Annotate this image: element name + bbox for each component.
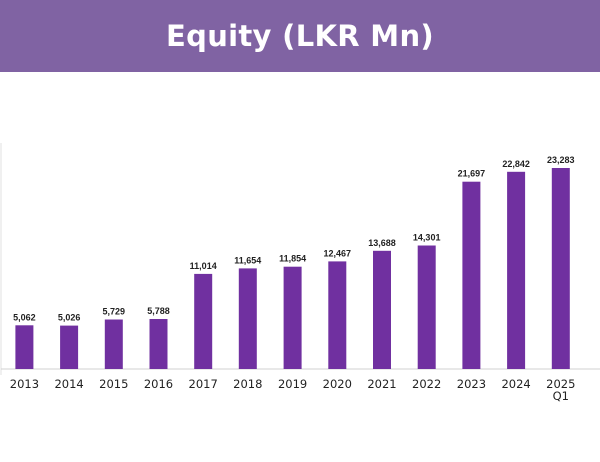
bar-2020 <box>328 261 347 369</box>
x-tick-label: 2021 <box>367 377 396 391</box>
x-tick-label-line: 2022 <box>412 377 441 391</box>
x-tick-label-line: Q1 <box>553 389 569 403</box>
bar-value-label: 11,014 <box>190 261 217 271</box>
x-tick-label-line: 2014 <box>54 377 83 391</box>
bar-labels-group: 5,062 5,026 5,729 5,788 11,014 11,654 11,854 12… <box>13 155 574 323</box>
bar-2023 <box>462 181 481 369</box>
chart-canvas: 5,062 5,026 5,729 5,788 11,014 11,654 11,854 12… <box>0 143 600 403</box>
bar-value-label: 14,301 <box>413 233 441 243</box>
chart-title: Equity (LKR Mn) <box>166 19 434 53</box>
bar-value-label: 13,688 <box>368 238 396 248</box>
x-tick-label-line: 2019 <box>278 377 307 391</box>
x-tick-label-line: 2016 <box>144 377 173 391</box>
x-tick-label: 2018 <box>233 377 262 391</box>
bar-2015 <box>104 319 123 369</box>
x-tick-label: 2019 <box>278 377 307 391</box>
bar-2021 <box>373 250 391 369</box>
bar-value-label: 22,842 <box>502 159 530 169</box>
x-tick-label: 2016 <box>144 377 173 391</box>
bar-value-label: 5,788 <box>147 306 170 316</box>
x-ticks-group: 2013 2014 2015 2016 2017 2018 2019 2020 2021 2022… <box>10 377 576 403</box>
bar-2019 <box>283 266 302 369</box>
x-tick-label-line: 2013 <box>10 377 39 391</box>
x-tick-label-line: 2018 <box>233 377 262 391</box>
bar-2025-q1 <box>551 168 570 369</box>
x-tick-label: 2014 <box>54 377 83 391</box>
bar-value-label: 5,729 <box>103 307 126 317</box>
x-tick-label: 2023 <box>457 377 486 391</box>
x-tick-label-line: 2023 <box>457 377 486 391</box>
title-banner: Equity (LKR Mn) <box>0 0 600 72</box>
bar-2017 <box>194 273 213 369</box>
bar-2024 <box>507 171 526 369</box>
bar-value-label: 11,654 <box>234 255 261 265</box>
x-tick-label-line: 2015 <box>99 377 128 391</box>
x-tick-label-line: 2021 <box>367 377 396 391</box>
bar-2018 <box>238 268 257 369</box>
bar-chart: 5,062 5,026 5,729 5,788 11,014 11,654 11,854 12… <box>0 140 600 420</box>
bar-value-label: 12,467 <box>324 248 352 258</box>
bar-value-label: 5,062 <box>13 312 36 322</box>
x-tick-label-line: 2024 <box>501 377 530 391</box>
x-tick-label: 2015 <box>99 377 128 391</box>
bar-value-label: 5,026 <box>58 313 81 323</box>
x-tick-label: 2020 <box>323 377 352 391</box>
bar-2014 <box>60 325 79 369</box>
x-tick-label: 2022 <box>412 377 441 391</box>
x-tick-label-line: 2020 <box>323 377 352 391</box>
x-tick-label: 2013 <box>10 377 39 391</box>
bar-value-label: 21,697 <box>458 169 486 179</box>
x-tick-label: 2024 <box>501 377 530 391</box>
x-tick-label: 2017 <box>189 377 218 391</box>
bar-2022 <box>417 245 436 369</box>
bar-value-label: 11,854 <box>279 254 306 264</box>
bar-value-label: 23,283 <box>547 155 575 165</box>
x-tick-label-line: 2025 <box>546 377 575 391</box>
bar-2016 <box>149 319 168 369</box>
x-tick-label: 2025 Q1 <box>546 377 575 403</box>
bar-2013 <box>15 325 34 369</box>
bars-group <box>15 168 570 369</box>
x-tick-label-line: 2017 <box>189 377 218 391</box>
